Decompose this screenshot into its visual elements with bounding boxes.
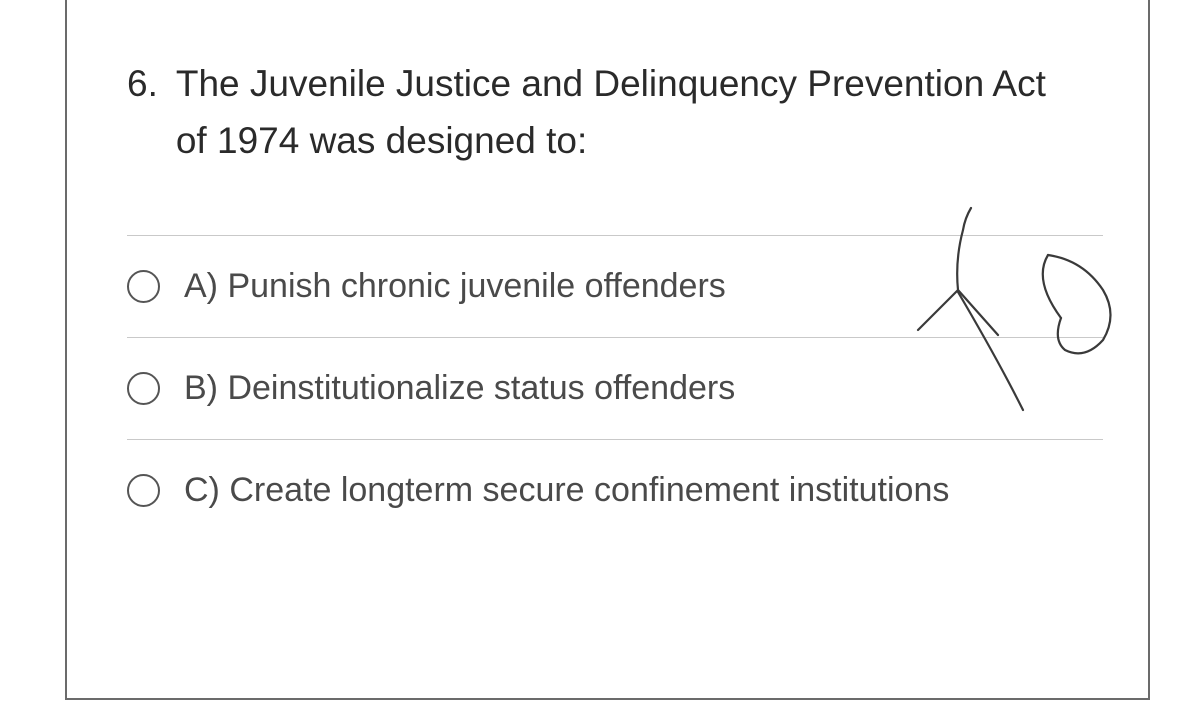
radio-icon[interactable] bbox=[127, 372, 160, 405]
radio-icon[interactable] bbox=[127, 270, 160, 303]
question-text: The Juvenile Justice and Delinquency Pre… bbox=[176, 55, 1103, 170]
question-number: 6. bbox=[127, 55, 158, 112]
question-container: 6. The Juvenile Justice and Delinquency … bbox=[65, 0, 1150, 700]
option-row-c[interactable]: C) Create longterm secure confinement in… bbox=[127, 439, 1103, 541]
option-row-a[interactable]: A) Punish chronic juvenile offenders bbox=[127, 235, 1103, 337]
option-label: B) Deinstitutionalize status offenders bbox=[184, 364, 735, 413]
option-label: C) Create longterm secure confinement in… bbox=[184, 466, 949, 515]
radio-icon[interactable] bbox=[127, 474, 160, 507]
question-header: 6. The Juvenile Justice and Delinquency … bbox=[127, 55, 1103, 170]
options-container: A) Punish chronic juvenile offenders B) … bbox=[127, 235, 1103, 542]
option-label: A) Punish chronic juvenile offenders bbox=[184, 262, 726, 311]
option-row-b[interactable]: B) Deinstitutionalize status offenders bbox=[127, 337, 1103, 439]
